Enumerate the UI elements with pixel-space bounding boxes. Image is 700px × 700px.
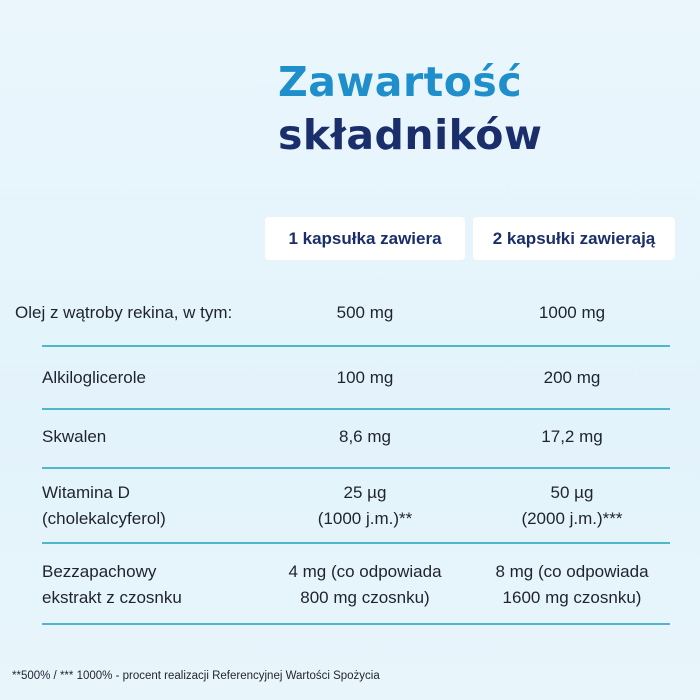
row-label: Alkiloglicerole	[42, 365, 146, 391]
label-text: Bezzapachowy	[42, 562, 157, 581]
value-text: 200 mg	[543, 368, 601, 387]
value-1-capsule: 100 mg	[260, 365, 470, 391]
row-label: Witamina D (cholekalcyferol)	[42, 480, 166, 532]
value-text: (1000 j.m.)**	[317, 509, 413, 528]
footnote: **500% / *** 1000% - procent realizacji …	[12, 670, 380, 682]
value-text: 17,2 mg	[541, 427, 603, 446]
label-text: Olej z wątroby rekina, w tym:	[15, 303, 233, 322]
value-text: 25 µg	[343, 483, 387, 502]
divider	[42, 345, 670, 347]
title-line-2: składników	[278, 111, 543, 159]
column-header-2-capsules: 2 kapsułki zawierają	[473, 217, 675, 260]
value-2-capsules: 200 mg	[467, 365, 677, 391]
label-text: Skwalen	[42, 427, 107, 446]
row-label: Skwalen	[42, 424, 106, 450]
value-text: 1600 mg czosnku)	[502, 588, 642, 607]
label-text: (cholekalcyferol)	[42, 509, 166, 528]
label-text: Alkiloglicerole	[42, 368, 146, 387]
value-text: 500 mg	[336, 303, 394, 322]
value-text: 50 µg	[550, 483, 594, 502]
divider	[42, 467, 670, 469]
value-1-capsule: 8,6 mg	[260, 424, 470, 450]
value-2-capsules: 8 mg (co odpowiada 1600 mg czosnku)	[467, 559, 677, 611]
divider	[42, 408, 670, 410]
value-2-capsules: 50 µg (2000 j.m.)***	[467, 480, 677, 532]
title-line-1: Zawartość	[278, 58, 523, 106]
value-1-capsule: 4 mg (co odpowiada 800 mg czosnku)	[260, 559, 470, 611]
value-text: 800 mg czosnku)	[300, 588, 430, 607]
label-text: Witamina D	[42, 483, 130, 502]
label-text: ekstrakt z czosnku	[42, 588, 182, 607]
row-label: Bezzapachowy ekstrakt z czosnku	[42, 559, 182, 611]
value-text: (2000 j.m.)***	[521, 509, 623, 528]
value-1-capsule: 500 mg	[260, 300, 470, 326]
divider	[42, 623, 670, 625]
value-text: 1000 mg	[538, 303, 606, 322]
value-1-capsule: 25 µg (1000 j.m.)**	[260, 480, 470, 532]
value-text: 8,6 mg	[339, 427, 391, 446]
value-text: 100 mg	[336, 368, 394, 387]
value-text: 4 mg (co odpowiada	[288, 562, 442, 581]
value-2-capsules: 17,2 mg	[467, 424, 677, 450]
column-header-1-capsule: 1 kapsułka zawiera	[265, 217, 465, 260]
row-label: Olej z wątroby rekina, w tym:	[15, 300, 232, 326]
divider	[42, 542, 670, 544]
value-text: 8 mg (co odpowiada	[495, 562, 649, 581]
value-2-capsules: 1000 mg	[467, 300, 677, 326]
